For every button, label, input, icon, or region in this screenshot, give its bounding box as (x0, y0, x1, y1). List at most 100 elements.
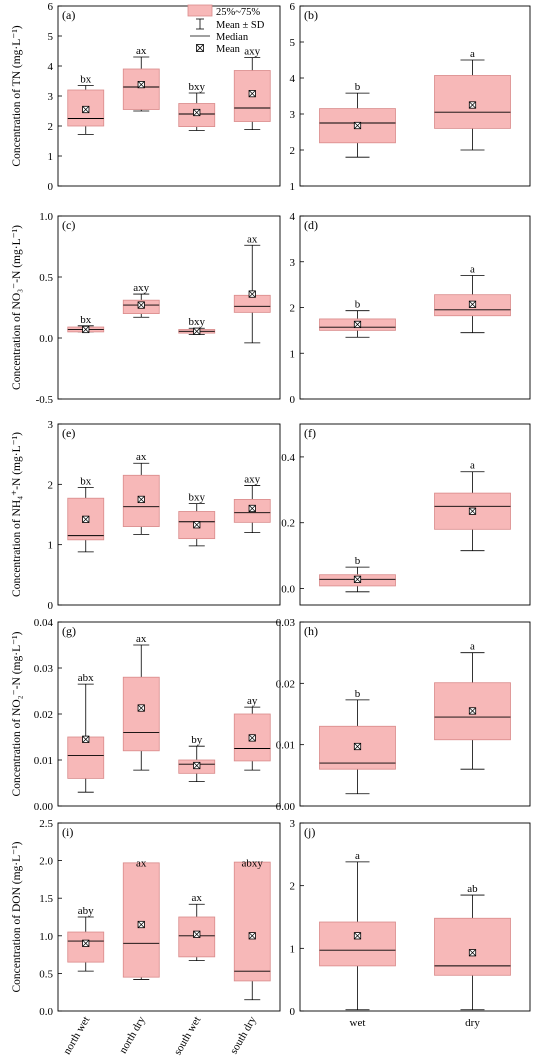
x-tick-label: south wet (172, 1015, 204, 1058)
plot-frame (299, 621, 531, 807)
iqr-box (233, 861, 271, 982)
panel-label: (a) (62, 8, 75, 22)
significance-label: aby (78, 905, 94, 917)
mean-marker-cross-b (248, 734, 256, 742)
y-tick-label: 0.02 (276, 678, 295, 690)
significance-label: a (470, 460, 475, 472)
box-south-wet: by (178, 734, 216, 783)
box-dry: a (434, 48, 511, 151)
panel-label: (d) (304, 218, 318, 232)
significance-label: bx (80, 475, 92, 487)
y-tick-label: 1 (48, 540, 54, 552)
significance-label: axy (244, 474, 260, 486)
y-tick-label: 2 (290, 881, 296, 893)
box-north-wet: aby (67, 905, 105, 972)
significance-label: a (470, 48, 475, 60)
panel-label: (g) (62, 624, 76, 638)
y-tick-label: -0.5 (36, 394, 54, 406)
mean-marker-cross-b (354, 743, 361, 750)
y-tick-label: 1 (290, 348, 296, 360)
mean-marker-cross-b (469, 300, 476, 308)
mean-marker-cross-b (469, 101, 476, 109)
y-tick-label: 5 (48, 31, 54, 43)
box-dry: a (434, 641, 511, 770)
y-tick-label: 3 (48, 91, 54, 103)
y-tick-label: 2 (290, 145, 296, 157)
y-tick-label: 2 (290, 303, 296, 315)
box-dry: ab (434, 883, 511, 1011)
box-dry: a (434, 460, 511, 552)
panel-b: 1 2 3 4 5 6 (b) b a (290, 1, 531, 193)
mean-marker-cross-b (137, 921, 145, 928)
iqr-box (122, 68, 160, 110)
significance-label: ax (136, 633, 147, 645)
significance-label: a (470, 641, 475, 653)
significance-label: b (355, 688, 361, 700)
legend-mean-label: Mean (216, 44, 241, 55)
y-tick-label: 4 (48, 61, 54, 73)
y-tick-label: 4 (290, 73, 296, 85)
panel-d: 0 1 2 3 4 (d) b a (290, 211, 531, 406)
y-tick-label: 0 (48, 181, 54, 193)
iqr-box (67, 931, 105, 963)
box-south-dry: ay (233, 695, 271, 771)
legend-mean-symbol (196, 44, 204, 52)
legend-box-swatch (187, 4, 213, 17)
panel-i: 0.0 0.5 1.0 1.5 2.0 2.5 (i) Concentration of DO… (11, 818, 281, 1058)
mean-marker-cross-b (248, 505, 256, 512)
panel-h: 0.00 0.01 0.02 0.03 (h) b a (276, 617, 531, 813)
iqr-box (233, 294, 271, 313)
iqr-box (67, 736, 105, 779)
significance-label: ax (136, 451, 147, 463)
significance-label: axy (244, 46, 260, 58)
iqr-box (122, 862, 160, 978)
box-north-dry: ax (122, 858, 160, 980)
plot-frame (57, 423, 281, 606)
plot-frame (57, 215, 281, 400)
y-tick-label: 0.4 (281, 452, 295, 464)
panel-label: (f) (304, 426, 316, 440)
y-tick-label: 0.00 (34, 801, 54, 813)
y-tick-label: 0.2 (281, 518, 295, 530)
y-tick-label: 0 (290, 394, 296, 406)
mean-marker-cross-b (82, 106, 90, 113)
plot-frame (57, 822, 281, 1012)
mean-marker-cross-b (137, 301, 145, 309)
plot-frame (299, 423, 531, 606)
box-north-wet: bx (67, 475, 105, 553)
mean-marker-cross-b (193, 521, 201, 529)
significance-label: a (470, 263, 475, 275)
y-tick-label: 1.5 (39, 893, 53, 905)
panel-j: 0 1 2 3 (j) a ab wet dry (290, 818, 531, 1029)
y-tick-label: 1 (48, 151, 54, 163)
significance-label: b (355, 555, 361, 567)
y-tick-label: 0.01 (276, 740, 295, 752)
panel-label: (b) (304, 8, 318, 22)
y-axis-label: Concentration of TN (mg·L⁻¹) (11, 25, 23, 166)
significance-label: by (191, 734, 203, 746)
box-south-wet: ax (178, 892, 216, 962)
y-tick-label: 0 (290, 1006, 296, 1018)
mean-marker-cross-b (354, 122, 361, 129)
significance-label: axy (133, 282, 149, 294)
y-tick-label: 2.0 (39, 856, 53, 868)
box-wet: b (319, 81, 396, 158)
box-south-dry: ax (233, 233, 271, 344)
panel-a: 0 1 2 3 4 5 6 (a) Concentration of TN (mg·L⁻¹) bx… (11, 1, 281, 193)
box-north-dry: ax (122, 451, 160, 535)
y-tick-label: 5 (290, 37, 296, 49)
y-tick-label: 0.02 (34, 709, 53, 721)
mean-marker-cross-b (248, 290, 256, 298)
mean-marker-cross-b (354, 575, 361, 583)
legend: 25%~75% Mean ± SD Median Mean (187, 4, 265, 55)
mean-marker-cross-b (82, 515, 90, 523)
y-tick-label: 2 (48, 121, 54, 133)
y-axis-label: Concentration of DON (mg·L⁻¹) (11, 841, 23, 992)
box-dry: a (434, 263, 511, 334)
y-tick-label: 0.03 (34, 663, 54, 675)
panel-label: (c) (62, 218, 75, 232)
mean-marker-cross-b (248, 90, 256, 98)
y-axis-label: Concentration of NO₂⁻-N (mg·L⁻¹) (11, 631, 23, 796)
significance-label: ab (467, 883, 478, 895)
